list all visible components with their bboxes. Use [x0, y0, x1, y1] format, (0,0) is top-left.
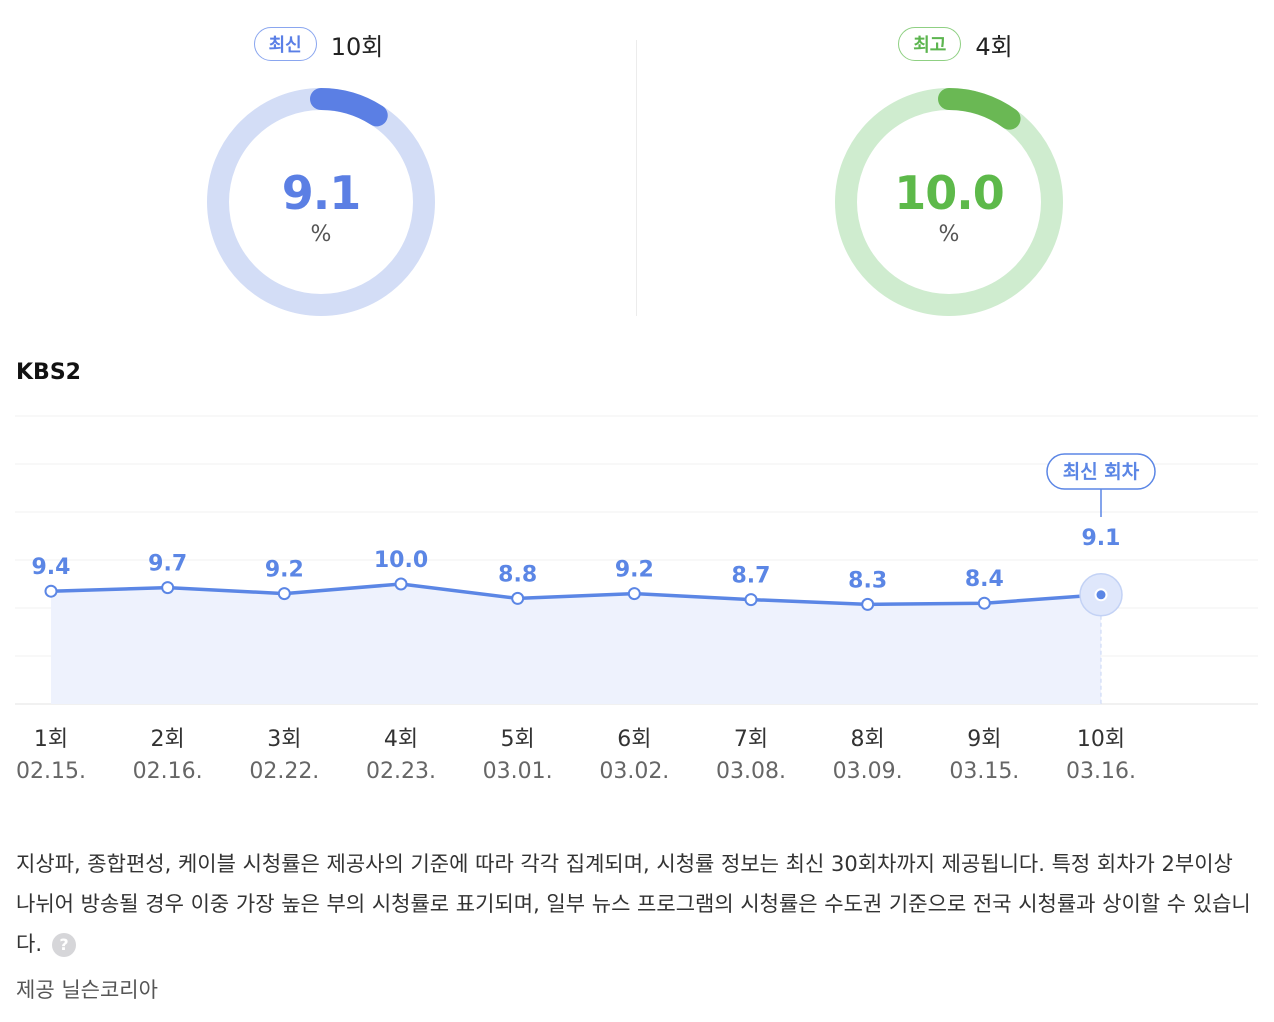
x-tick-label: 4회 — [384, 727, 418, 752]
highest-donut-svg — [835, 88, 1063, 316]
data-label: 9.2 — [615, 558, 654, 583]
ratings-notice: 지상파, 종합편성, 케이블 시청률은 제공사의 기준에 따라 각각 집계되며,… — [16, 844, 1252, 964]
help-icon[interactable]: ? — [52, 933, 76, 957]
highest-rating-gauge: 최고 4회 10.0 % — [637, 0, 1274, 330]
x-tick-label: 3회 — [267, 727, 301, 752]
data-label: 9.7 — [148, 552, 187, 577]
latest-gauge-header: 최신 10회 — [0, 26, 637, 62]
callout-label: 최신 회차 — [1063, 461, 1140, 483]
x-tick-date: 03.08. — [716, 759, 786, 784]
data-point — [161, 581, 175, 595]
data-label: 9.1 — [1082, 526, 1121, 551]
x-tick-date: 03.16. — [1066, 759, 1136, 784]
x-tick-label: 5회 — [501, 727, 535, 752]
highest-gauge-header: 최고 4회 — [637, 26, 1274, 62]
x-tick-label: 9회 — [967, 727, 1001, 752]
latest-rating-gauge: 최신 10회 9.1 % — [0, 0, 637, 330]
x-tick-date: 02.15. — [16, 759, 86, 784]
latest-episode: 10회 — [330, 32, 384, 61]
latest-donut: 9.1 % — [207, 88, 435, 316]
data-point — [977, 596, 991, 610]
data-point — [394, 577, 408, 591]
highest-badge: 최고 — [898, 27, 962, 61]
series-area — [51, 584, 1101, 704]
data-point — [861, 597, 875, 611]
latest-badge: 최신 — [253, 27, 317, 61]
data-label: 8.7 — [732, 564, 771, 589]
x-tick-label: 8회 — [851, 727, 885, 752]
notice-text: 지상파, 종합편성, 케이블 시청률은 제공사의 기준에 따라 각각 집계되며,… — [16, 852, 1251, 956]
data-point — [744, 593, 758, 607]
highest-donut: 10.0 % — [835, 88, 1063, 316]
data-source: 제공 닐슨코리아 — [16, 978, 158, 1002]
x-tick-date: 03.01. — [483, 759, 553, 784]
data-point — [44, 584, 58, 598]
gauge-divider — [636, 40, 637, 316]
channel-name: KBS2 — [16, 360, 81, 385]
x-tick-label: 10회 — [1077, 727, 1125, 752]
latest-donut-svg — [207, 88, 435, 316]
highest-donut-arc — [938, 88, 1021, 130]
data-label: 10.0 — [374, 548, 428, 573]
data-point — [627, 587, 641, 601]
x-tick-label: 1회 — [34, 727, 68, 752]
data-label: 9.4 — [32, 555, 71, 580]
callout-badge — [1046, 453, 1156, 490]
x-tick-date: 02.23. — [366, 759, 436, 784]
data-label: 9.2 — [265, 558, 304, 583]
data-point — [511, 591, 525, 605]
x-tick-date: 03.02. — [599, 759, 669, 784]
ratings-line-chart: 9.4 1회 02.15. 9.7 2회 02.16. 9.2 3회 02.22. 10.0 4회 0… — [15, 415, 1258, 784]
highest-episode: 4회 — [975, 32, 1013, 61]
latest-rating-value: 9.1 — [281, 166, 362, 220]
data-label: 8.4 — [965, 567, 1004, 592]
x-tick-label: 7회 — [734, 727, 768, 752]
latest-rating-unit: % — [310, 222, 332, 247]
x-tick-date: 03.09. — [833, 759, 903, 784]
highest-rating-value: 10.0 — [894, 166, 1005, 220]
latest-donut-arc — [310, 88, 388, 127]
x-tick-date: 03.15. — [949, 759, 1019, 784]
x-tick-label: 6회 — [617, 727, 651, 752]
x-tick-date: 02.22. — [249, 759, 319, 784]
x-tick-date: 02.16. — [133, 759, 203, 784]
highest-rating-unit: % — [938, 222, 960, 247]
data-point — [277, 587, 291, 601]
series-line — [50, 582, 1102, 607]
x-tick-label: 2회 — [151, 727, 185, 752]
data-point — [1094, 588, 1108, 602]
data-label: 8.3 — [848, 568, 887, 593]
data-label: 8.8 — [498, 562, 537, 587]
